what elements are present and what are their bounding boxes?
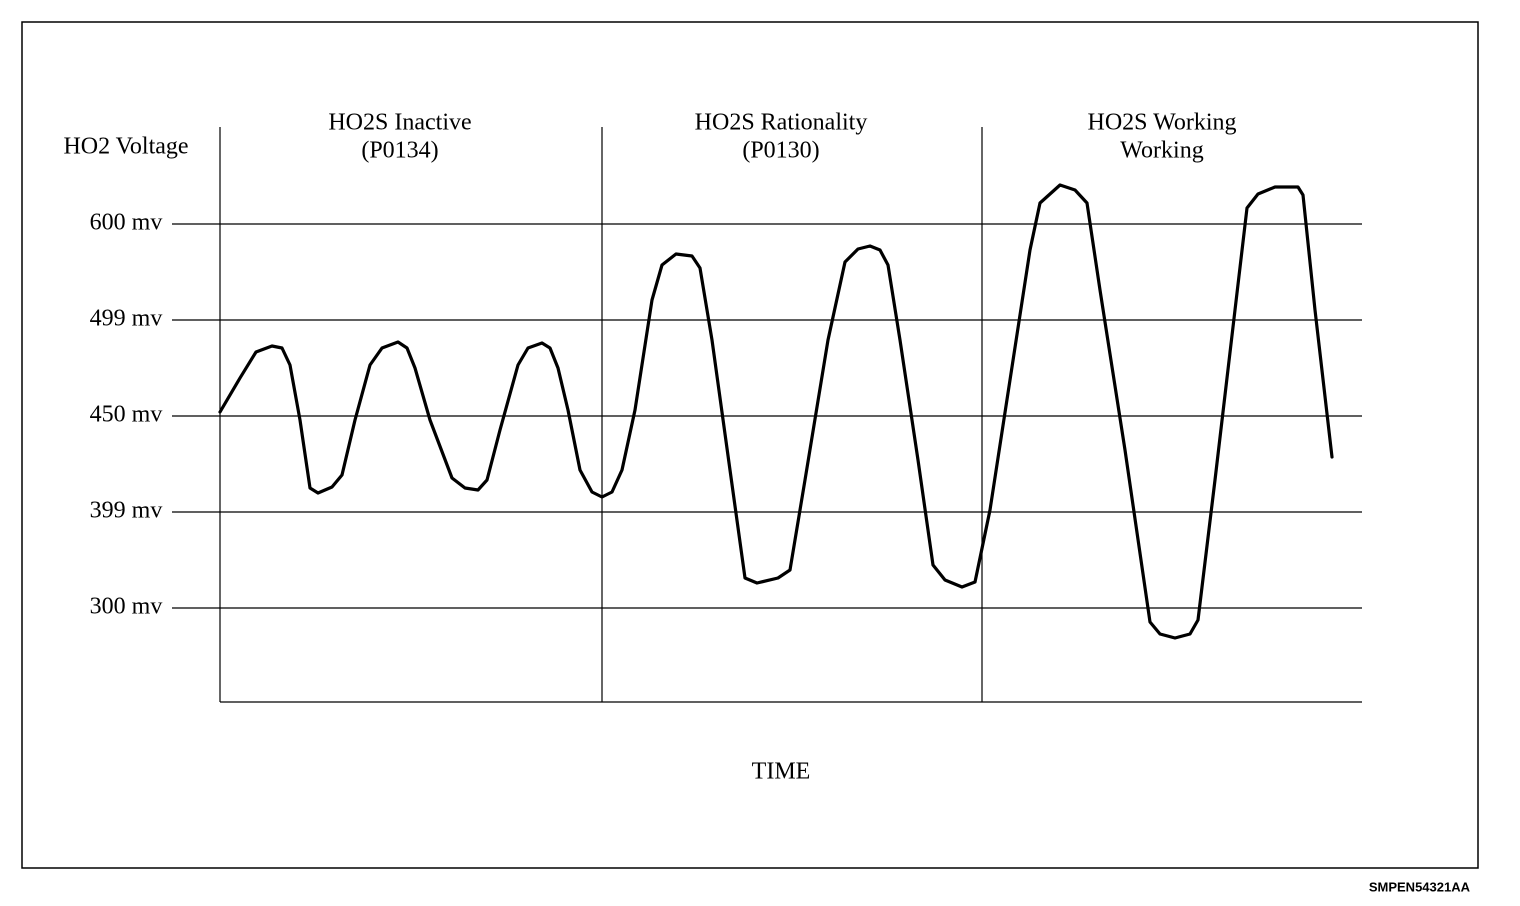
figure-code: SMPEN54321AA (1369, 879, 1471, 894)
y-tick-label: 399 mv (90, 498, 163, 524)
waveform (218, 183, 1334, 640)
y-tick-label: 450 mv (90, 402, 163, 428)
grid (172, 127, 1362, 703)
y-tick-label: 300 mv (90, 594, 163, 620)
section-code: Working (1120, 138, 1203, 164)
section-code: (P0134) (361, 138, 438, 164)
frame (21, 21, 1479, 869)
y-tick-label: 600 mv (90, 210, 163, 236)
section-code: (P0130) (742, 138, 819, 164)
x-axis-title: TIME (752, 759, 811, 785)
section-title: HO2S Working (1088, 110, 1237, 136)
section-title: HO2S Rationality (695, 110, 868, 136)
y-axis-title: HO2 Voltage (63, 134, 188, 160)
y-tick-label: 499 mv (90, 306, 163, 332)
section-title: HO2S Inactive (328, 110, 471, 136)
